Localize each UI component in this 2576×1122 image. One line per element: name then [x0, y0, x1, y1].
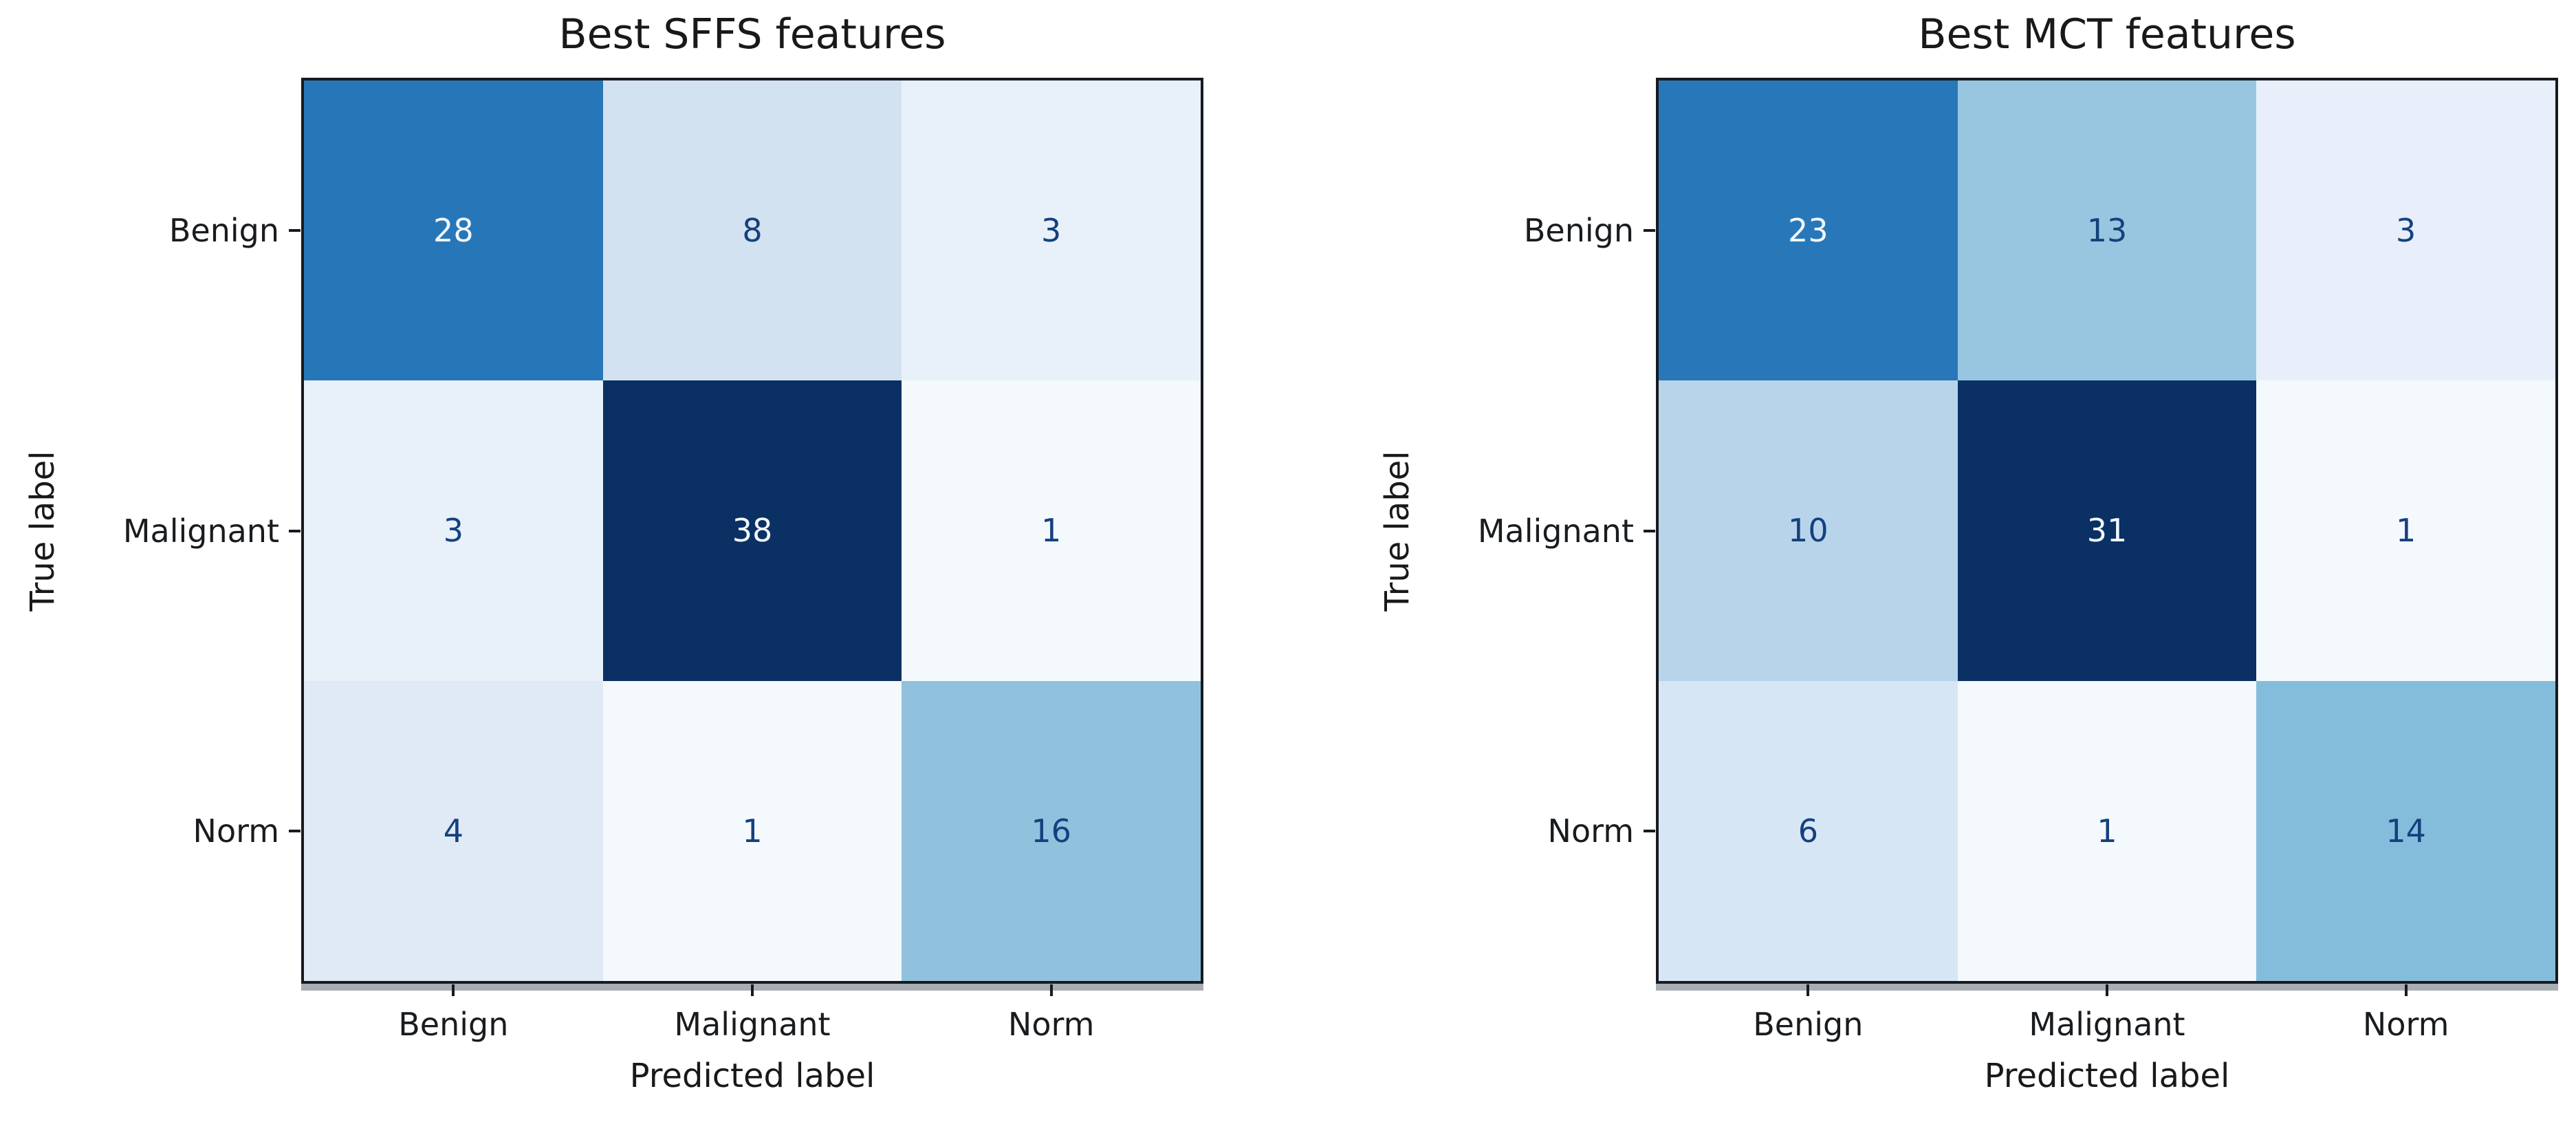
y-tick-mark [1644, 229, 1655, 233]
x-tick-mark [452, 984, 455, 996]
y-axis-label: True label [23, 450, 62, 612]
y-tick-mark [1644, 529, 1655, 532]
y-tick-label-malignant: Malignant [1477, 512, 1634, 550]
x-tick-mark [2404, 984, 2408, 996]
chart-title: Best MCT features [1918, 10, 2296, 58]
x-tick-label-norm: Norm [1007, 1006, 1095, 1043]
cell-value: 38 [732, 512, 773, 550]
cell-value: 6 [1798, 812, 1818, 850]
heatmap-cell-norm-benign: 4 [304, 680, 603, 981]
confusion-matrix-mct: Best MCT features True label Predicted l… [1378, 10, 2558, 1095]
cell-value: 10 [1788, 512, 1829, 550]
cell-value: 4 [443, 812, 463, 850]
heatmap-cell-malignant-norm: 1 [902, 380, 1201, 681]
heatmap-cell-norm-norm: 14 [2256, 680, 2555, 981]
cell-value: 16 [1031, 812, 1071, 850]
cell-value: 14 [2386, 812, 2426, 850]
confusion-matrix-sffs: Best SFFS features True label Predicted … [23, 10, 1203, 1095]
y-tick-label-norm: Norm [193, 812, 279, 850]
heatmap-cell-benign-malignant: 13 [1957, 80, 2257, 381]
x-tick-label-malignant: Malignant [2029, 1006, 2185, 1043]
heatmap-cell-benign-benign: 23 [1659, 80, 1958, 381]
x-tick-label-benign: Benign [398, 1006, 509, 1043]
y-tick-label-benign: Benign [168, 212, 279, 250]
cell-value: 28 [433, 212, 474, 250]
heatmap-cell-norm-norm: 16 [902, 680, 1201, 981]
cell-value: 1 [1041, 512, 1062, 550]
cell-value: 3 [443, 512, 463, 550]
heatmap-cell-norm-benign: 6 [1659, 680, 1958, 981]
y-tick-mark [289, 529, 301, 532]
y-tick-label-benign: Benign [1523, 212, 1634, 250]
y-tick-mark [289, 829, 301, 832]
y-tick-label-norm: Norm [1547, 812, 1634, 850]
cell-value: 23 [1788, 212, 1829, 250]
x-tick-mark [2106, 984, 2108, 996]
y-tick-mark [289, 229, 301, 233]
cell-value: 31 [2086, 512, 2128, 550]
cell-value: 13 [2086, 212, 2128, 250]
cell-value: 1 [742, 812, 763, 850]
x-tick-mark [751, 984, 754, 996]
x-tick-mark [1807, 984, 1810, 996]
heatmap-cell-benign-norm: 3 [2256, 80, 2555, 381]
chart-title: Best SFFS features [558, 10, 946, 58]
y-axis-label: True label [1378, 450, 1417, 612]
heatmap-cell-benign-norm: 3 [902, 80, 1201, 381]
heatmap-cell-malignant-malignant: 31 [1957, 380, 2257, 681]
cell-value: 1 [2097, 812, 2117, 850]
y-tick-label-malignant: Malignant [122, 512, 279, 550]
x-axis-label: Predicted label [1984, 1057, 2230, 1095]
x-tick-mark [1049, 984, 1053, 996]
heatmap-cell-malignant-benign: 3 [304, 380, 603, 681]
x-tick-label-norm: Norm [2362, 1006, 2449, 1043]
y-tick-mark [1644, 829, 1655, 832]
x-tick-label-benign: Benign [1753, 1006, 1864, 1043]
cell-value: 1 [2396, 512, 2416, 550]
cell-value: 3 [2396, 212, 2416, 250]
heatmap-grid: 23 13 3 10 31 1 6 1 14 [1659, 80, 2555, 981]
heatmap-cell-malignant-norm: 1 [2256, 380, 2555, 681]
heatmap-cell-norm-malignant: 1 [1957, 680, 2257, 981]
x-axis-label: Predicted label [629, 1057, 875, 1095]
heatmap-cell-malignant-benign: 10 [1659, 380, 1958, 681]
heatmap-cell-norm-malignant: 1 [602, 680, 902, 981]
cell-value: 8 [742, 212, 763, 250]
heatmap-grid: 28 8 3 3 38 1 4 1 16 [304, 80, 1201, 981]
heatmap-cell-benign-malignant: 8 [602, 80, 902, 381]
heatmap-cell-benign-benign: 28 [304, 80, 603, 381]
cell-value: 3 [1041, 212, 1062, 250]
x-tick-label-malignant: Malignant [674, 1006, 831, 1043]
heatmap-cell-malignant-malignant: 38 [602, 380, 902, 681]
